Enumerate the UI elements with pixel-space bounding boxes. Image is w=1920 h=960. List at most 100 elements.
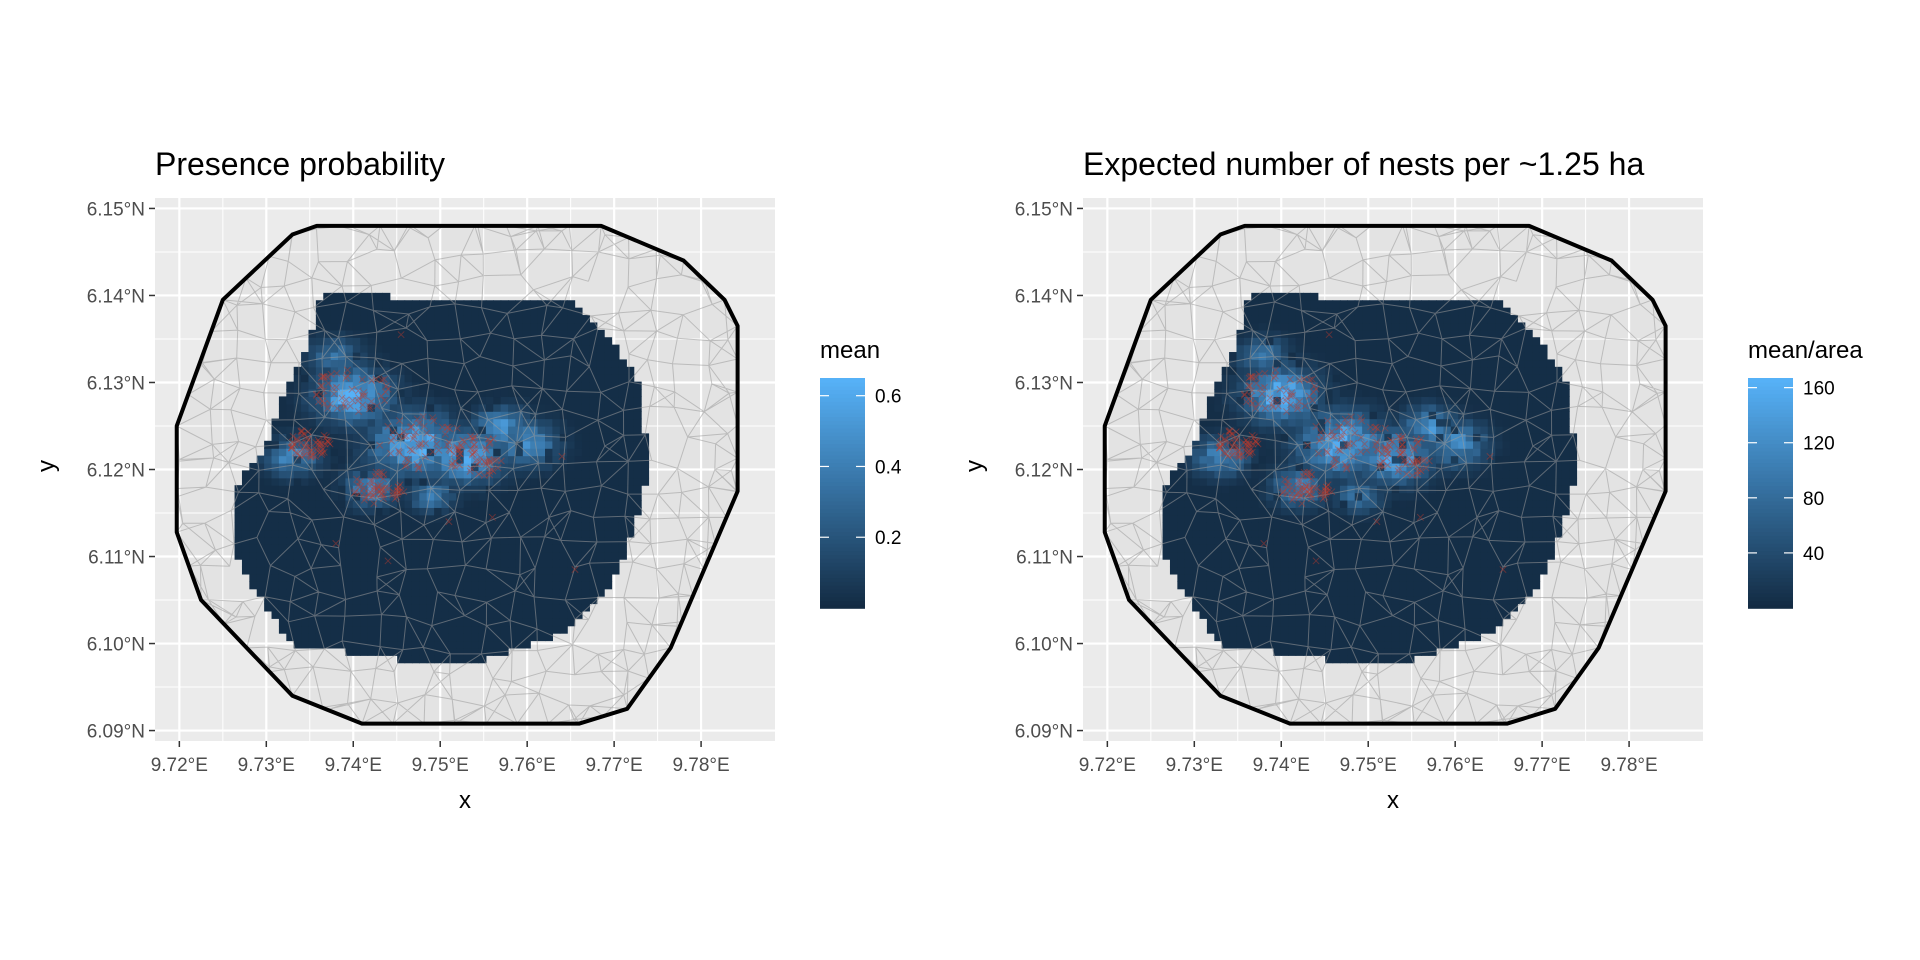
- heatmap-cell: [345, 433, 354, 442]
- heatmap-cell: [308, 618, 317, 627]
- heatmap-cell: [485, 536, 494, 545]
- heatmap-cell: [1199, 596, 1208, 605]
- heatmap-cell: [596, 573, 605, 582]
- heatmap-cell: [618, 492, 627, 501]
- heatmap-cell: [1295, 455, 1304, 464]
- heatmap-cell: [1517, 448, 1526, 457]
- heatmap-cell: [1458, 315, 1467, 324]
- heatmap-cell: [1243, 470, 1252, 479]
- heatmap-cell: [360, 359, 369, 368]
- heatmap-cell: [589, 411, 598, 420]
- heatmap-cell: [264, 544, 273, 553]
- heatmap-cell: [360, 315, 369, 324]
- heatmap-cell: [478, 352, 487, 361]
- heatmap-cell: [441, 366, 450, 375]
- heatmap-cell: [426, 329, 435, 338]
- heatmap-cell: [419, 603, 428, 612]
- heatmap-cell: [1347, 573, 1356, 582]
- heatmap-cell: [271, 536, 280, 545]
- observation-point: [333, 404, 341, 412]
- heatmap-cell: [389, 588, 398, 597]
- heatmap-cell: [1384, 492, 1393, 501]
- observation-point: [445, 438, 453, 446]
- heatmap-cell: [234, 485, 243, 494]
- heatmap-cell: [478, 529, 487, 538]
- heatmap-cell: [618, 536, 627, 545]
- heatmap-cell: [1221, 625, 1230, 634]
- heatmap-cell: [530, 544, 539, 553]
- heatmap-cell: [286, 581, 295, 590]
- heatmap-cell: [456, 522, 465, 531]
- heatmap-cell: [389, 536, 398, 545]
- heatmap-cell: [1399, 300, 1408, 309]
- heatmap-cell: [493, 492, 502, 501]
- heatmap-cell: [574, 433, 583, 442]
- heatmap-cell: [508, 403, 517, 412]
- heatmap-cell: [448, 337, 457, 346]
- heatmap-cell: [367, 647, 376, 656]
- heatmap-cell: [1354, 633, 1363, 642]
- heatmap-cell: [382, 477, 391, 486]
- heatmap-cell: [1450, 462, 1459, 471]
- heatmap-cell: [441, 440, 450, 449]
- heatmap-cell: [1376, 396, 1385, 405]
- heatmap-cell: [515, 470, 524, 479]
- heatmap-cell: [1236, 396, 1245, 405]
- heatmap-cell: [1325, 462, 1334, 471]
- heatmap-cell: [286, 522, 295, 531]
- heatmap-cell: [508, 588, 517, 597]
- heatmap-cell: [1406, 536, 1415, 545]
- heatmap-cell: [1280, 610, 1289, 619]
- heatmap-cell: [1347, 655, 1356, 664]
- heatmap-cell: [345, 625, 354, 634]
- heatmap-cell: [1391, 418, 1400, 427]
- heatmap-cell: [1332, 307, 1341, 316]
- heatmap-cell: [1413, 381, 1422, 390]
- observation-point: [471, 440, 479, 449]
- heatmap-cell: [1539, 359, 1548, 368]
- heatmap-cell: [1487, 588, 1496, 597]
- heatmap-cell: [596, 507, 605, 516]
- heatmap-cell: [1192, 470, 1201, 479]
- heatmap-cell: [478, 344, 487, 353]
- heatmap-cell: [530, 322, 539, 331]
- heatmap-cell: [485, 374, 494, 383]
- heatmap-cell: [1325, 440, 1334, 449]
- heatmap-cell: [493, 536, 502, 545]
- heatmap-cell: [1532, 514, 1541, 523]
- heatmap-cell: [375, 470, 383, 479]
- heatmap-cell: [389, 411, 398, 420]
- heatmap-cell: [522, 596, 531, 605]
- heatmap-cell: [448, 596, 457, 605]
- heatmap-cell: [1206, 507, 1215, 516]
- observation-point: [324, 437, 332, 445]
- heatmap-cell: [1303, 425, 1311, 434]
- heatmap-cell: [352, 403, 361, 412]
- heatmap-cell: [1325, 300, 1334, 309]
- legend-gradient-step: [820, 450, 865, 456]
- heatmap-cell: [1303, 448, 1311, 457]
- heatmap-cell: [574, 588, 583, 597]
- heatmap-cell: [1347, 462, 1356, 471]
- heatmap-cell: [567, 389, 576, 398]
- heatmap-cell: [1310, 448, 1319, 457]
- heatmap-cell: [574, 477, 583, 486]
- heatmap-cell: [375, 588, 383, 597]
- heatmap-cell: [1221, 403, 1230, 412]
- heatmap-cell: [448, 566, 457, 575]
- heatmap-cell: [1339, 573, 1348, 582]
- heatmap-cell: [1266, 566, 1275, 575]
- heatmap-cell: [1169, 559, 1178, 568]
- heatmap-cell: [552, 307, 561, 316]
- heatmap-cell: [1428, 307, 1437, 316]
- heatmap-cell: [456, 440, 465, 449]
- heatmap-cell: [1243, 366, 1252, 375]
- heatmap-cell: [411, 559, 420, 568]
- heatmap-cell: [1332, 566, 1341, 575]
- heatmap-cell: [1450, 551, 1459, 560]
- heatmap-cell: [382, 418, 391, 427]
- heatmap-cell: [567, 322, 576, 331]
- heatmap-cell: [1487, 389, 1496, 398]
- heatmap-cell: [1310, 485, 1319, 494]
- heatmap-cell: [411, 633, 420, 642]
